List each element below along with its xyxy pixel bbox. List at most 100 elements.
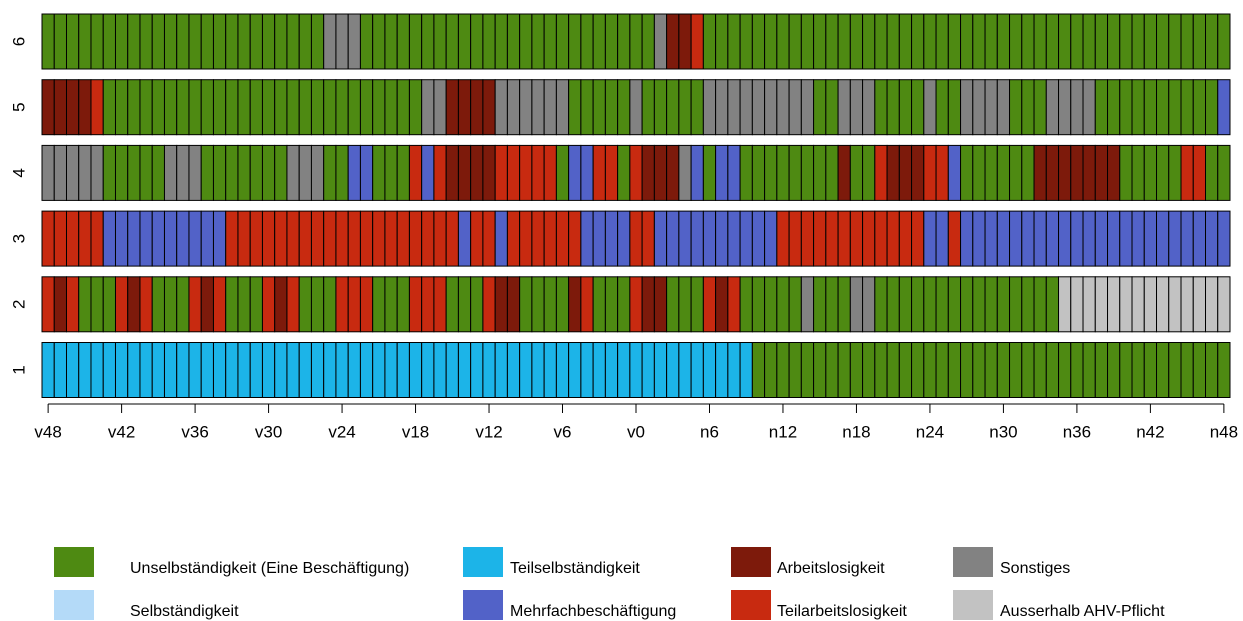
- state-cell: [139, 144, 153, 201]
- state-cell: [923, 342, 937, 398]
- state-cell: [1180, 210, 1194, 267]
- state-cell: [531, 79, 545, 136]
- state-cell: [837, 13, 851, 70]
- y-tick-label: 3: [9, 234, 28, 243]
- state-cell: [1107, 276, 1121, 333]
- state-cell: [127, 210, 141, 267]
- state-cell: [78, 342, 92, 398]
- state-cell: [1009, 276, 1023, 333]
- state-cell: [482, 342, 496, 398]
- state-cell: [188, 144, 202, 201]
- state-cell: [531, 144, 545, 201]
- sequence-row: [41, 79, 1231, 136]
- state-cell: [200, 79, 214, 136]
- state-cell: [555, 276, 570, 333]
- state-cell: [298, 342, 312, 398]
- state-cell: [1009, 144, 1023, 201]
- state-cell: [1192, 13, 1207, 70]
- state-cell: [580, 342, 594, 398]
- state-cell: [433, 276, 447, 333]
- state-cell: [972, 79, 986, 136]
- state-cell: [519, 276, 533, 333]
- legend-label: Arbeitslosigkeit: [777, 560, 885, 577]
- x-tick-label: v48: [34, 422, 61, 441]
- legend-swatch: [953, 590, 993, 620]
- state-cell: [764, 79, 778, 136]
- state-cell: [788, 210, 802, 267]
- state-cell: [641, 13, 655, 70]
- state-cell: [886, 276, 900, 333]
- state-cell: [1156, 13, 1170, 70]
- state-cell: [286, 13, 300, 70]
- state-cell: [286, 276, 300, 333]
- state-cell: [1009, 79, 1023, 136]
- state-cell: [372, 79, 386, 136]
- state-cell: [592, 342, 606, 398]
- state-cell: [898, 13, 913, 70]
- state-cell: [592, 13, 606, 70]
- state-cell: [78, 276, 92, 333]
- state-cell: [53, 79, 67, 136]
- state-cell: [629, 276, 643, 333]
- state-cell: [764, 13, 778, 70]
- state-cell: [1058, 210, 1072, 267]
- state-cell: [200, 13, 214, 70]
- state-cell: [984, 210, 998, 267]
- state-cell: [690, 144, 704, 201]
- state-cell: [678, 342, 692, 398]
- state-cell: [1021, 210, 1035, 267]
- state-cell: [102, 144, 116, 201]
- state-cell: [898, 79, 913, 136]
- state-cell: [1192, 144, 1207, 201]
- state-cell: [1143, 276, 1158, 333]
- state-cell: [1021, 144, 1035, 201]
- state-cell: [555, 79, 570, 136]
- state-cell: [396, 13, 410, 70]
- state-cell: [1033, 79, 1047, 136]
- state-cell: [580, 79, 594, 136]
- x-tick-label: n12: [769, 422, 797, 441]
- legend-label: Mehrfachbeschäftigung: [510, 603, 676, 620]
- state-cell: [1143, 79, 1158, 136]
- state-cell: [617, 144, 631, 201]
- state-cell: [1119, 13, 1133, 70]
- state-cell: [776, 276, 790, 333]
- state-cell: [764, 342, 778, 398]
- state-cell: [678, 79, 692, 136]
- state-cell: [421, 342, 435, 398]
- state-cell: [764, 276, 778, 333]
- state-cell: [555, 210, 570, 267]
- state-cell: [457, 342, 472, 398]
- state-cell: [568, 13, 582, 70]
- state-cell: [1107, 79, 1121, 136]
- state-cell: [53, 13, 67, 70]
- state-cell: [568, 144, 582, 201]
- state-cell: [702, 13, 717, 70]
- state-cell: [653, 79, 668, 136]
- state-cell: [641, 210, 655, 267]
- state-cell: [335, 79, 349, 136]
- state-cell: [739, 79, 753, 136]
- state-cell: [960, 144, 974, 201]
- state-cell: [543, 13, 557, 70]
- state-cell: [90, 13, 104, 70]
- state-cell: [996, 276, 1011, 333]
- state-cell: [592, 210, 606, 267]
- state-cell: [1009, 342, 1023, 398]
- state-cell: [384, 342, 398, 398]
- state-cell: [1156, 210, 1170, 267]
- state-cell: [53, 144, 67, 201]
- state-cell: [874, 79, 888, 136]
- state-cell: [1180, 13, 1194, 70]
- state-cell: [421, 276, 435, 333]
- state-cell: [298, 144, 312, 201]
- state-cell: [935, 144, 949, 201]
- state-cell: [482, 79, 496, 136]
- state-cell: [666, 144, 680, 201]
- state-cell: [1070, 79, 1084, 136]
- state-cell: [212, 13, 227, 70]
- state-cell: [960, 79, 974, 136]
- sequence-row: [41, 13, 1231, 70]
- state-cell: [359, 276, 374, 333]
- state-cell: [310, 13, 325, 70]
